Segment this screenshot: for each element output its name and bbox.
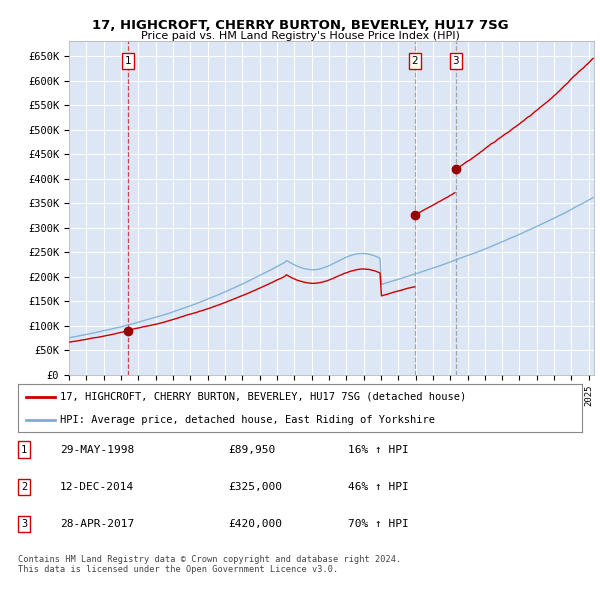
- Text: Price paid vs. HM Land Registry's House Price Index (HPI): Price paid vs. HM Land Registry's House …: [140, 31, 460, 41]
- Text: £89,950: £89,950: [228, 445, 275, 454]
- Text: 17, HIGHCROFT, CHERRY BURTON, BEVERLEY, HU17 7SG (detached house): 17, HIGHCROFT, CHERRY BURTON, BEVERLEY, …: [60, 392, 467, 402]
- Text: 12-DEC-2014: 12-DEC-2014: [60, 482, 134, 491]
- Text: 2: 2: [21, 482, 27, 491]
- Text: 28-APR-2017: 28-APR-2017: [60, 519, 134, 529]
- Text: 1: 1: [21, 445, 27, 454]
- Text: Contains HM Land Registry data © Crown copyright and database right 2024.
This d: Contains HM Land Registry data © Crown c…: [18, 555, 401, 574]
- Text: 70% ↑ HPI: 70% ↑ HPI: [348, 519, 409, 529]
- Text: 1: 1: [125, 56, 131, 66]
- Text: 3: 3: [452, 56, 459, 66]
- Text: 16% ↑ HPI: 16% ↑ HPI: [348, 445, 409, 454]
- Text: HPI: Average price, detached house, East Riding of Yorkshire: HPI: Average price, detached house, East…: [60, 415, 436, 425]
- Text: £325,000: £325,000: [228, 482, 282, 491]
- Text: 29-MAY-1998: 29-MAY-1998: [60, 445, 134, 454]
- Text: 3: 3: [21, 519, 27, 529]
- Text: 46% ↑ HPI: 46% ↑ HPI: [348, 482, 409, 491]
- Text: 17, HIGHCROFT, CHERRY BURTON, BEVERLEY, HU17 7SG: 17, HIGHCROFT, CHERRY BURTON, BEVERLEY, …: [92, 19, 508, 32]
- Text: £420,000: £420,000: [228, 519, 282, 529]
- Text: 2: 2: [412, 56, 418, 66]
